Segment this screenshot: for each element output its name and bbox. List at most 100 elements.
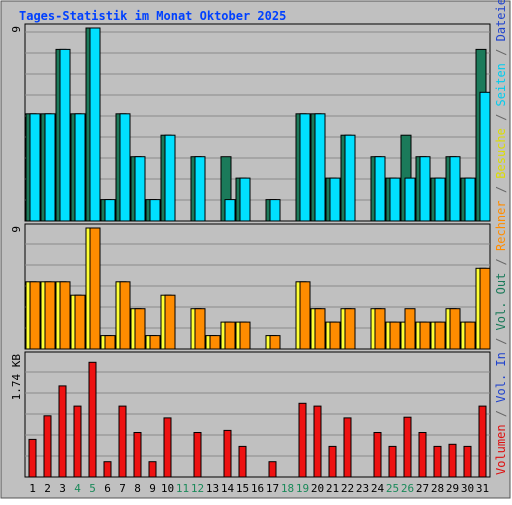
x-tick-label-9: 9 (149, 482, 156, 495)
x-tick-label-5: 5 (89, 482, 96, 495)
panel-1: 9 (10, 23, 491, 222)
bar-volumen-day-28 (433, 445, 442, 478)
x-tick-label-23: 23 (356, 482, 369, 495)
bar-dateien-day-25 (389, 177, 401, 222)
bar-dateien-day-4 (74, 113, 86, 222)
panel-3: 1.74 KB (10, 351, 491, 478)
bar-rechner-day-25 (389, 321, 401, 350)
bar-rechner-day-27 (419, 321, 431, 350)
bar-dateien-day-2 (44, 113, 56, 222)
bar-volumen-day-30 (463, 445, 472, 478)
bar-rechner-day-1 (29, 281, 41, 350)
x-tick-label-30: 30 (461, 482, 474, 495)
bar-dateien-day-27 (419, 156, 431, 222)
x-tick-label-12: 12 (191, 482, 204, 495)
bar-volumen-day-22 (343, 417, 352, 478)
bar-dateien-day-19 (299, 113, 311, 222)
bar-rechner-day-3 (59, 281, 71, 350)
legend-item-vol-in: Vol. In (494, 352, 508, 403)
legend-item-volumen: Volumen (494, 424, 508, 475)
bar-volumen-day-2 (43, 415, 52, 478)
x-tick-label-2: 2 (44, 482, 51, 495)
x-tick-label-28: 28 (431, 482, 444, 495)
y-axis-max-label: 9 (10, 226, 23, 233)
bar-dateien-day-21 (329, 177, 341, 222)
bar-dateien-day-29 (449, 156, 461, 222)
bar-volumen-day-20 (313, 405, 322, 478)
bar-volumen-day-10 (163, 417, 172, 478)
bar-dateien-day-7 (119, 113, 131, 222)
bar-volumen-day-12 (193, 432, 202, 478)
x-tick-label-13: 13 (206, 482, 219, 495)
bar-volumen-day-1 (28, 438, 37, 478)
bar-rechner-day-31 (479, 267, 491, 350)
legend-item-seiten: Seiten (494, 63, 508, 106)
bar-dateien-day-15 (239, 177, 251, 222)
x-tick-label-6: 6 (104, 482, 111, 495)
x-tick-label-11: 11 (176, 482, 189, 495)
legend-item-vol-out: Vol. Out (494, 273, 508, 331)
x-tick-label-19: 19 (296, 482, 309, 495)
bar-rechner-day-28 (434, 321, 446, 350)
x-tick-label-22: 22 (341, 482, 354, 495)
bar-rechner-day-9 (149, 335, 161, 350)
bar-rechner-day-30 (464, 321, 476, 350)
bar-rechner-day-12 (194, 308, 206, 350)
bar-volumen-day-26 (403, 416, 412, 478)
bar-dateien-day-8 (134, 156, 146, 222)
chart-title: Tages-Statistik im Monat Oktober 2025 (19, 9, 286, 23)
bar-volumen-day-9 (148, 461, 157, 478)
x-tick-label-31: 31 (476, 482, 489, 495)
x-tick-label-15: 15 (236, 482, 249, 495)
x-tick-label-1: 1 (29, 482, 36, 495)
bar-volumen-day-4 (73, 405, 82, 478)
y-axis-max-label: 9 (10, 26, 23, 33)
bar-dateien-day-9 (149, 199, 161, 222)
bar-dateien-day-5 (89, 27, 101, 222)
legend-separator: / (494, 403, 508, 425)
x-tick-label-24: 24 (371, 482, 385, 495)
x-tick-label-21: 21 (326, 482, 339, 495)
bar-rechner-day-24 (374, 308, 386, 350)
bar-volumen-day-8 (133, 432, 142, 478)
x-tick-label-26: 26 (401, 482, 414, 495)
x-tick-label-10: 10 (161, 482, 174, 495)
y-axis-max-label: 1.74 KB (10, 354, 23, 401)
bar-rechner-day-26 (404, 308, 416, 350)
x-tick-label-7: 7 (119, 482, 126, 495)
bar-dateien-day-6 (104, 199, 116, 222)
legend-item-dateien: Dateien (494, 0, 508, 41)
bar-rechner-day-19 (299, 281, 311, 350)
bar-volumen-day-27 (418, 432, 427, 478)
x-tick-label-25: 25 (386, 482, 399, 495)
bar-dateien-day-24 (374, 156, 386, 222)
bar-dateien-day-31 (479, 91, 491, 222)
bar-volumen-day-7 (118, 405, 127, 478)
legend-separator: / (494, 330, 508, 352)
bar-volumen-day-21 (328, 445, 337, 478)
x-tick-label-27: 27 (416, 482, 429, 495)
legend-separator: / (494, 41, 508, 63)
bar-rechner-day-20 (314, 308, 326, 350)
legend-item-besuche: Besuche (494, 128, 508, 179)
bar-dateien-day-12 (194, 156, 206, 222)
bar-volumen-day-29 (448, 443, 457, 478)
bar-volumen-day-25 (388, 445, 397, 478)
bar-dateien-day-26 (404, 177, 416, 222)
x-tick-label-16: 16 (251, 482, 264, 495)
bar-rechner-day-4 (74, 294, 86, 350)
bar-volumen-day-14 (223, 429, 232, 478)
bar-rechner-day-21 (329, 321, 341, 350)
bar-dateien-day-14 (224, 199, 236, 222)
bar-rechner-day-22 (344, 308, 356, 350)
bar-volumen-day-31 (478, 405, 487, 478)
bar-volumen-day-19 (298, 402, 307, 478)
bar-dateien-day-1 (29, 113, 41, 222)
bar-rechner-day-10 (164, 294, 176, 350)
bar-rechner-day-7 (119, 281, 131, 350)
x-tick-label-18: 18 (281, 482, 294, 495)
chart-panels: 9 9 1.74 KB (10, 23, 491, 478)
bar-rechner-day-13 (209, 335, 221, 350)
bar-dateien-day-20 (314, 113, 326, 222)
